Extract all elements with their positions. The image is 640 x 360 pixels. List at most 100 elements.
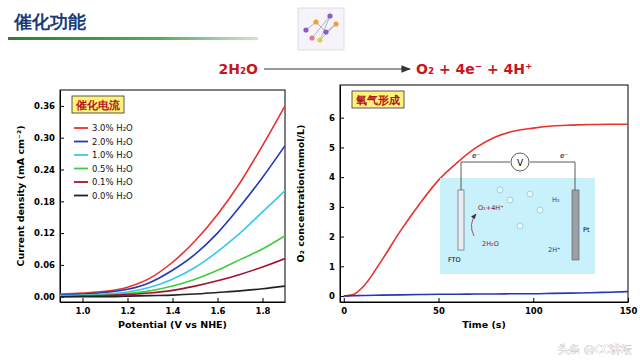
tick-label: 6 [329, 113, 335, 123]
electrode-left [458, 190, 464, 250]
molecule-icon [298, 8, 344, 50]
chart-title-box: 氧气形成 [352, 91, 404, 108]
tick: 0.12 [34, 228, 64, 238]
legend-swatch [74, 195, 88, 197]
legend-label: 0.5% H₂O [92, 164, 133, 174]
reaction-label: 2H₂O [482, 240, 499, 248]
tick-label: 0 [341, 306, 347, 316]
tick-mark [340, 207, 344, 208]
electron-label: e⁻ [472, 152, 480, 160]
plot-area [60, 106, 285, 297]
legend-label: 0.0% H₂O [92, 191, 133, 201]
tick: 1.4 [165, 298, 180, 316]
slide: 催化功能2H₂OO₂ + 4e⁻ + 4H⁺1.01.21.41.61.80.0… [0, 0, 640, 360]
tick-mark [340, 237, 344, 238]
tick-label: 2 [329, 232, 335, 242]
tick-label: 150 [620, 306, 638, 316]
tick-mark [340, 266, 344, 267]
tick-label: 0.18 [34, 197, 55, 207]
bubble [537, 207, 543, 213]
tick-label: 1.8 [255, 306, 270, 316]
tick-mark [340, 296, 344, 297]
bubble [497, 187, 503, 193]
bubble [527, 191, 533, 197]
tick: 5 [329, 143, 344, 153]
cycle-arrow [471, 214, 476, 236]
legend-swatch [74, 141, 88, 143]
series-line [60, 236, 285, 296]
plot-area [344, 124, 628, 296]
series-line [60, 191, 285, 296]
tick: 0 [329, 291, 344, 301]
electrode-right [572, 190, 579, 260]
equation-arrow [264, 68, 410, 69]
tick: 150 [620, 298, 638, 316]
tick-label: 0.12 [34, 228, 55, 238]
electron-label: e⁻ [560, 152, 568, 160]
chart-title: 氧气形成 [355, 94, 400, 106]
plot-frame [340, 85, 628, 302]
tick: 0 [341, 298, 347, 316]
legend-label: 3.0% H₂O [92, 123, 133, 133]
tick: 50 [433, 298, 445, 316]
electrode-label: FTO [448, 256, 461, 264]
tick-label: 1.4 [165, 306, 180, 316]
tick-mark [533, 298, 534, 302]
tick-mark [60, 106, 64, 107]
series-line [344, 292, 628, 296]
series-line [60, 286, 285, 297]
reaction-label: 2H⁺ [548, 246, 560, 254]
bubble [517, 223, 523, 229]
tick-label: 3 [329, 202, 335, 212]
tick-mark [173, 298, 174, 302]
axis-line [61, 302, 286, 303]
y-axis-title: O₂ concentration(mmol/L) [295, 125, 306, 263]
series-line [60, 106, 285, 294]
tick: 0.36 [34, 101, 64, 111]
legend-label: 0.1% H₂O [92, 177, 133, 187]
chart-title: 催化电流 [75, 99, 121, 111]
title-underline [8, 37, 258, 40]
slide-title: 催化功能 [13, 11, 86, 32]
tick: 4 [329, 172, 344, 182]
axis-line [60, 91, 61, 303]
tick-mark [128, 298, 129, 302]
bubble [507, 197, 513, 203]
tick-label: 1.2 [120, 306, 135, 316]
equation-reactant: 2H₂O [219, 61, 259, 77]
tick-label: 0.36 [34, 101, 55, 111]
x-axis: 050100150 [341, 298, 638, 316]
tick: 3 [329, 202, 344, 212]
legend-swatch [74, 168, 88, 170]
legend-swatch [74, 181, 88, 183]
chart: 0501001500123456Time (s)O₂ concentration… [295, 85, 637, 330]
tick-label: 0.06 [34, 260, 55, 270]
tick-label: 50 [433, 306, 445, 316]
voltmeter-label: V [517, 158, 524, 168]
inset-diagram: Ve⁻e⁻FTOPtO₂+4H⁺2H₂OH₂2H⁺ [440, 152, 595, 274]
title-box-bg [352, 91, 404, 108]
series-line [60, 146, 285, 295]
x-axis-title: Potential (V vs NHE) [118, 319, 227, 330]
tick-label: 5 [329, 143, 335, 153]
tick-label: 4 [329, 172, 335, 182]
tick-mark [340, 177, 344, 178]
tick-mark [60, 138, 64, 139]
voltmeter [511, 153, 529, 171]
x-axis-title: Time (s) [462, 319, 506, 330]
legend-swatch [74, 154, 88, 156]
tick: 1.2 [120, 298, 135, 316]
y-axis: 0.000.060.120.180.240.300.36 [34, 91, 64, 303]
legend-swatch [74, 127, 88, 129]
equation-products: O₂ + 4e⁻ + 4H⁺ [416, 61, 532, 77]
series-line [60, 259, 285, 297]
reaction-label: H₂ [552, 196, 560, 204]
tick-mark [60, 170, 64, 171]
title-box-bg [72, 96, 124, 113]
reaction-label: O₂+4H⁺ [478, 204, 504, 212]
tick: 0.18 [34, 197, 64, 207]
x-axis: 1.01.21.41.61.8 [61, 298, 286, 316]
tick: 6 [329, 113, 344, 123]
tick-label: 1.0 [75, 306, 90, 316]
tick-label: 0.30 [34, 133, 55, 143]
